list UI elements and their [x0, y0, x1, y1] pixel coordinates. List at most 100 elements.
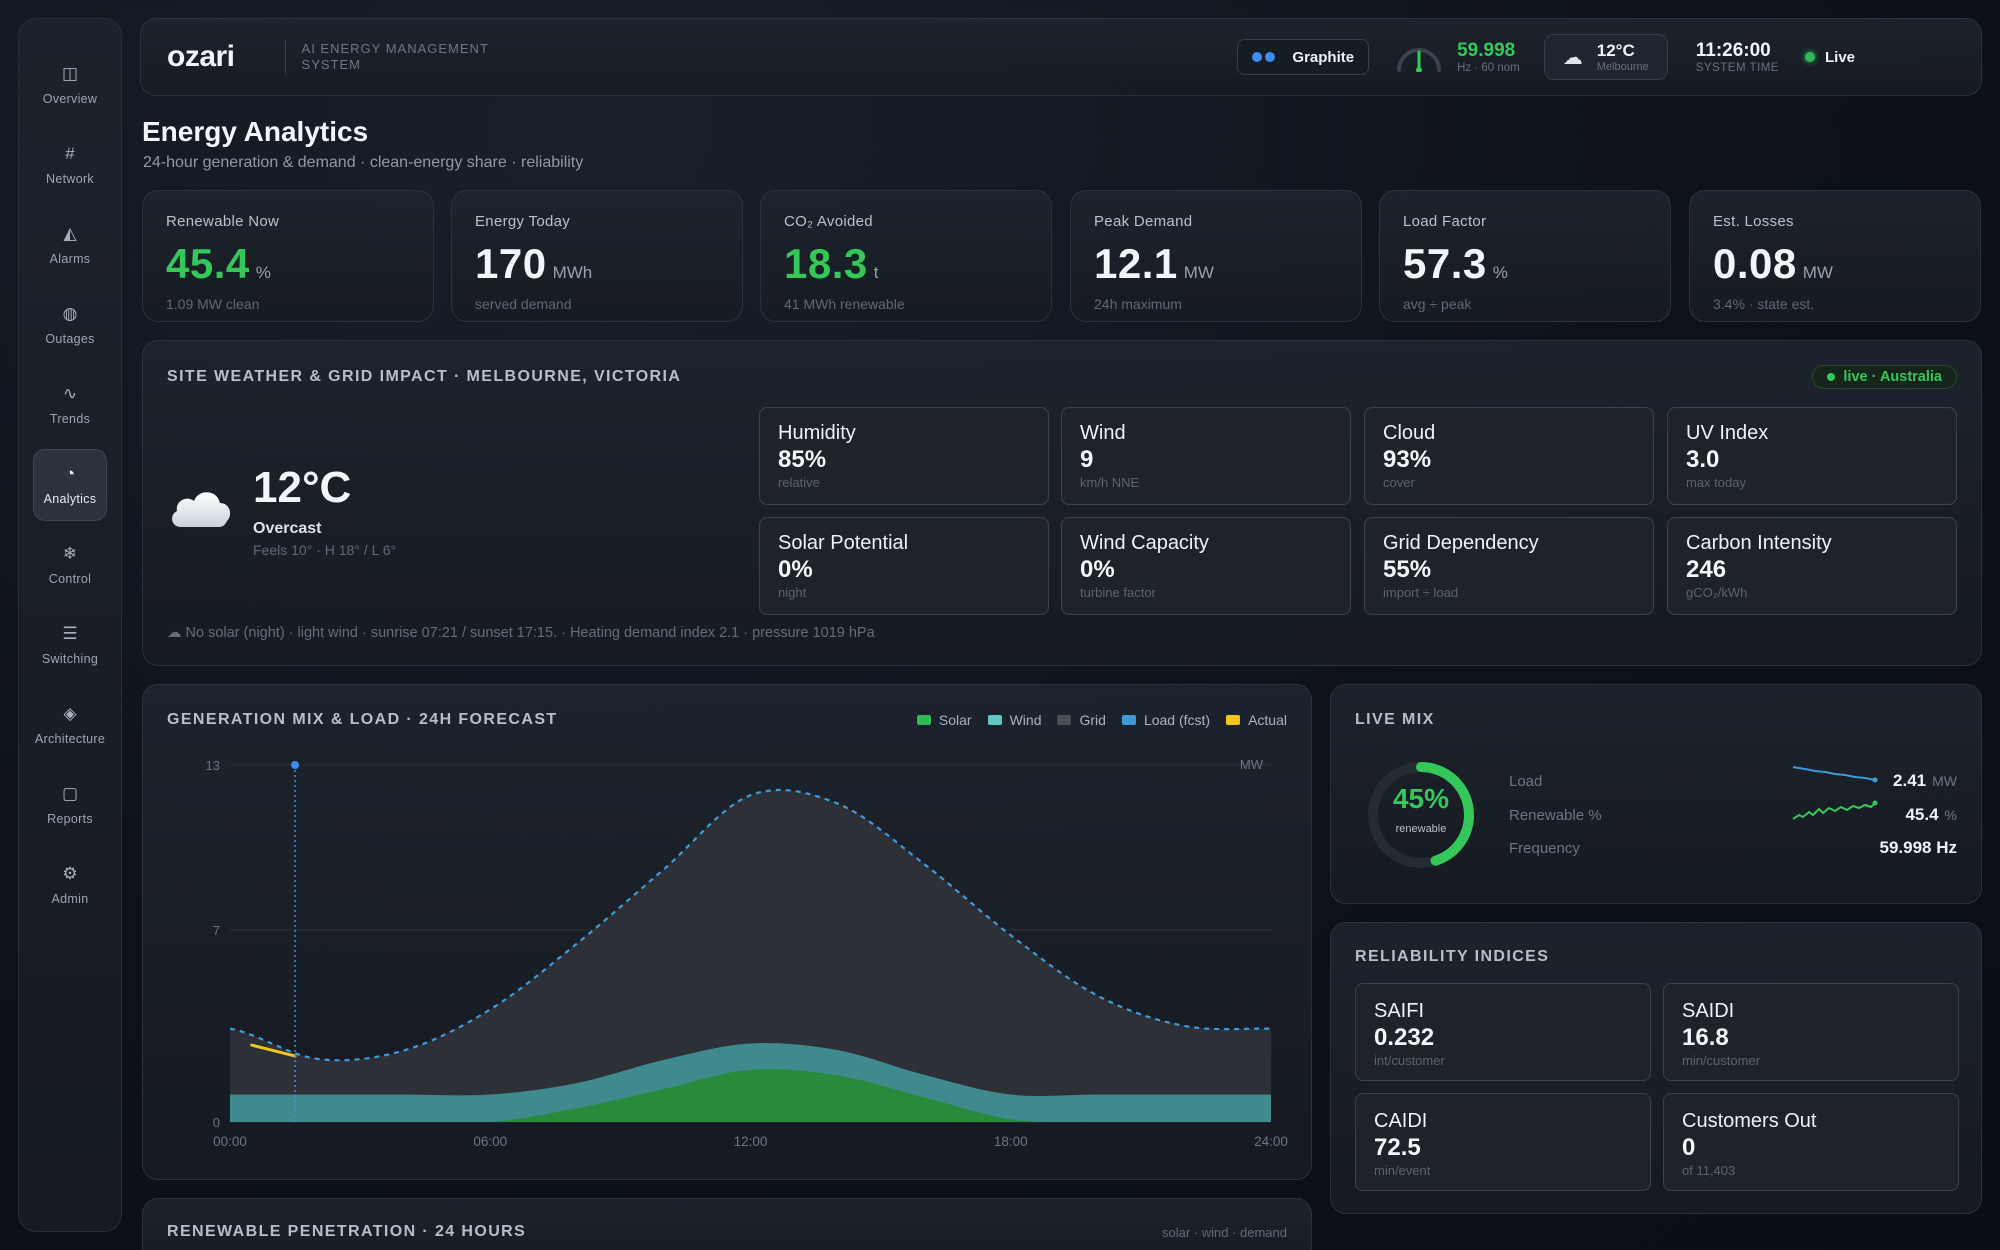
card-value: 9 [1080, 446, 1094, 473]
sidebar-item-outages[interactable]: ◍ Outages [33, 289, 107, 361]
generation-chart[interactable]: 0 7 13 MW 00:00 06:00 12:00 18:00 24:00 [143, 685, 1313, 1181]
card-subtext: import ÷ load [1383, 585, 1459, 600]
kpi-subtext: 41 MWh renewable [784, 296, 905, 312]
divider [284, 40, 286, 74]
gear-icon: ⚙ [62, 864, 78, 883]
card-label: Humidity [778, 422, 856, 444]
kpi-value: 18.3 [784, 240, 868, 287]
system-clock: 11:26:00 SYSTEM TIME [1696, 40, 1779, 74]
cloud-icon [172, 492, 231, 527]
card-subtext: relative [778, 475, 820, 490]
reliability-card-saidi: SAIDI 16.8 min/customer [1663, 983, 1959, 1081]
sidebar-item-label: Alarms [49, 252, 91, 266]
kpi-label: CO₂ Avoided [784, 213, 873, 230]
legend-label: Solar [938, 712, 972, 728]
weather-panel: SITE WEATHER & GRID IMPACT · MELBOURNE, … [142, 340, 1982, 666]
card-subtext: max today [1686, 475, 1746, 490]
x-tick-label: 24:00 [1254, 1134, 1288, 1149]
legend-swatch [1121, 715, 1136, 725]
card-value: 0% [1080, 556, 1115, 583]
legend-item-wind[interactable]: Wind [987, 712, 1041, 728]
renewable-penetration-panel: RENEWABLE PENETRATION · 24 HOURS solar ·… [142, 1198, 1312, 1250]
section-title: RELIABILITY INDICES [1355, 948, 1550, 965]
sidebar-item-label: Overview [42, 92, 98, 106]
legend-swatch [987, 715, 1002, 725]
sidebar-item-reports[interactable]: ▢ Reports [33, 769, 107, 841]
sparklines [1792, 766, 1878, 820]
legend-label: Load (fcst) [1143, 712, 1211, 728]
weather-card-wind-capacity: Wind Capacity 0% turbine factor [1061, 517, 1351, 615]
sidebar-item-trends[interactable]: ∿ Trends [33, 369, 107, 441]
card-value: 246 [1686, 556, 1727, 583]
card-value: 3.0 [1686, 446, 1720, 473]
live-dot-icon [1827, 373, 1836, 381]
reliability-card-customers-out: Customers Out 0 of 11,403 [1663, 1093, 1959, 1191]
page-title: Energy Analytics [142, 116, 369, 147]
kpi-value: 12.1 [1094, 240, 1178, 287]
weather-card-carbon-intensity: Carbon Intensity 246 gCO₂/kWh [1667, 517, 1957, 615]
legend-swatch [1226, 715, 1241, 725]
weather-chip[interactable]: ☁ 12°C Melbourne [1543, 34, 1668, 80]
legend-item-grid[interactable]: Grid [1057, 712, 1106, 728]
sidebar-item-label: Reports [47, 812, 93, 826]
card-label: UV Index [1686, 422, 1769, 444]
kpi-value: 45.4 [166, 240, 250, 287]
switching-icon: ☰ [62, 624, 78, 643]
sidebar-item-network[interactable]: # Network [33, 129, 107, 201]
value: 2.41 [1893, 771, 1927, 790]
reliability-panel: RELIABILITY INDICES SAIFI 0.232 int/cust… [1330, 922, 1982, 1214]
card-subtext: min/event [1374, 1163, 1431, 1178]
y-tick-label: 7 [213, 923, 220, 938]
reliability-card-caidi: CAIDI 72.5 min/event [1355, 1093, 1651, 1191]
sidebar-item-analytics[interactable]: ◔ Analytics [33, 449, 107, 521]
section-title: RENEWABLE PENETRATION · 24 HOURS [167, 1223, 527, 1240]
kpi-card-energy-today: Energy Today 170 MWh served demand [451, 190, 743, 322]
live-row-label: Renewable % [1509, 807, 1602, 824]
sidebar-item-label: Admin [51, 892, 89, 906]
card-label: Wind Capacity [1080, 532, 1209, 554]
sidebar-item-overview[interactable]: ◫ Overview [33, 49, 107, 121]
logo[interactable]: ozari [167, 40, 235, 73]
sidebar-item-label: Network [46, 172, 94, 186]
top-bar: ozari AI ENERGY MANAGEMENT SYSTEM Graphi… [140, 18, 1982, 96]
live-badge: live · Australia [1812, 365, 1957, 389]
legend-item-load[interactable]: Load (fcst) [1121, 712, 1211, 728]
sidebar-item-switching[interactable]: ☰ Switching [33, 609, 107, 681]
clock-time: 11:26:00 [1695, 40, 1771, 61]
live-row-label: Frequency [1509, 840, 1580, 857]
load-forecast-line [229, 788, 1271, 1062]
kpi-value: 170 [475, 240, 547, 287]
card-value: 72.5 [1374, 1134, 1421, 1161]
sidebar-item-alarms[interactable]: ◭ Alarms [33, 209, 107, 281]
kpi-subtext: 3.4% · state est. [1713, 296, 1815, 312]
card-label: SAIDI [1682, 1000, 1735, 1022]
kpi-card-co2-avoided: CO₂ Avoided 18.3 t 41 MWh renewable [760, 190, 1052, 322]
sidebar-item-label: Switching [41, 652, 99, 666]
sidebar-item-control[interactable]: ❄ Control [33, 529, 107, 601]
trend-icon: ∿ [62, 384, 78, 403]
card-subtext: min/customer [1682, 1053, 1761, 1068]
kpi-label: Load Factor [1403, 213, 1487, 230]
legend-item-solar[interactable]: Solar [916, 712, 972, 728]
legend-label: Grid [1079, 712, 1106, 728]
weather-condition: Overcast [253, 520, 322, 537]
sidebar-item-admin[interactable]: ⚙ Admin [33, 849, 107, 921]
kpi-unit: MWh [552, 263, 593, 282]
weather-card-wind: Wind 9 km/h NNE [1061, 407, 1351, 505]
renewable-percent: 45% [1392, 783, 1450, 814]
legend-swatch [1057, 715, 1072, 725]
x-tick-label: 00:00 [213, 1134, 247, 1149]
weather-temperature: 12°C [1596, 41, 1635, 60]
ring-progress [1368, 762, 1474, 868]
section-title: SITE WEATHER & GRID IMPACT · MELBOURNE, … [167, 368, 682, 385]
card-value: 0 [1682, 1134, 1696, 1161]
theme-selector[interactable]: Graphite [1237, 39, 1370, 75]
legend-item-actual[interactable]: Actual [1226, 712, 1287, 728]
frequency-readout: 59.998 Hz · 60 nom [1395, 40, 1520, 74]
weather-card-humidity: Humidity 85% relative [759, 407, 1049, 505]
sidebar-item-architecture[interactable]: ◈ Architecture [33, 689, 107, 761]
kpi-value: 0.08 [1713, 240, 1797, 287]
theme-swatch-icon [1265, 52, 1276, 62]
card-label: Customers Out [1682, 1110, 1817, 1132]
alarm-icon: ◭ [63, 224, 77, 243]
